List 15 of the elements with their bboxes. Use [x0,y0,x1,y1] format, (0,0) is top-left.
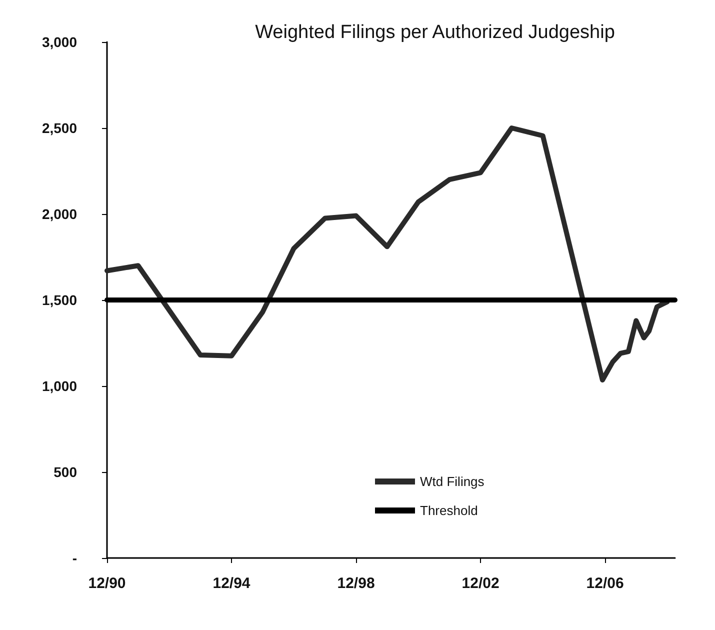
y-tick-label: 1,500 [42,292,78,308]
y-tick-label: 1,000 [42,378,78,394]
x-tick-label: 12/90 [88,575,126,592]
legend-label: Wtd Filings [420,474,485,489]
y-tick-label: 500 [54,464,78,480]
y-tick-label: 3,000 [42,34,78,50]
x-tick-label: 12/98 [337,575,375,592]
x-tick-label: 12/02 [462,575,500,592]
x-tick-label: 12/94 [212,575,251,592]
x-tick-label: 12/06 [586,575,624,592]
y-tick-label: 2,000 [42,206,78,222]
y-tick-label: - [72,550,78,566]
y-tick-label: 2,500 [42,120,78,136]
chart-title: Weighted Filings per Authorized Judgeship [255,22,615,43]
legend-label: Threshold [420,503,478,518]
